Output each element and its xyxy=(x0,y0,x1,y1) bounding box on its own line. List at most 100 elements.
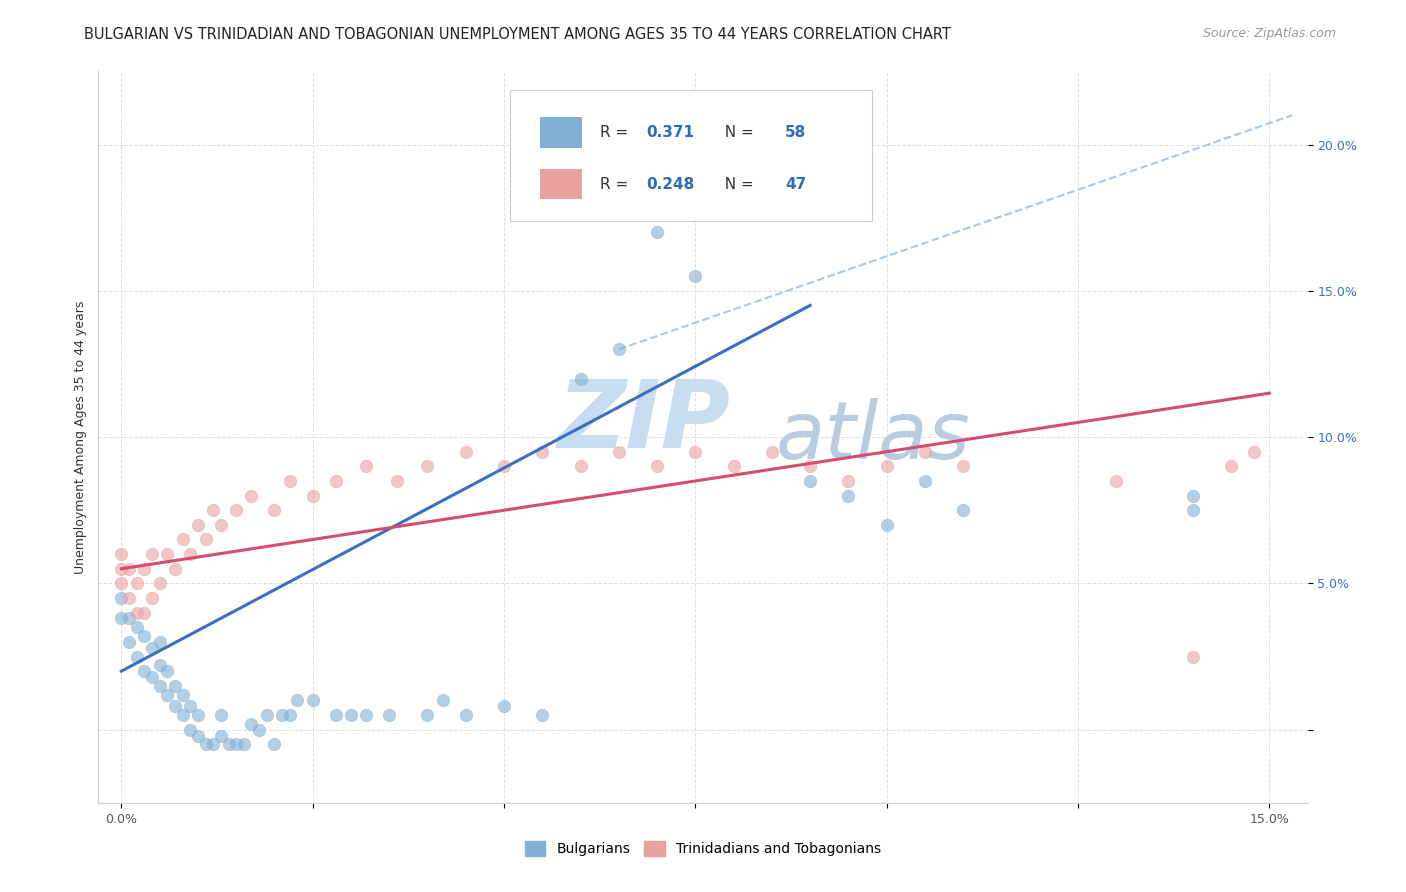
Point xyxy=(179,699,201,714)
Point xyxy=(492,699,515,714)
Point xyxy=(531,444,554,458)
Point xyxy=(325,708,347,723)
Point xyxy=(125,649,148,664)
Point xyxy=(240,489,263,503)
Point xyxy=(1181,649,1204,664)
Legend: Bulgarians, Trinidadians and Tobagonians: Bulgarians, Trinidadians and Tobagonians xyxy=(519,836,887,862)
Point xyxy=(163,699,186,714)
Point xyxy=(110,611,132,625)
Point xyxy=(356,459,378,474)
Point xyxy=(378,708,401,723)
Point xyxy=(914,474,936,488)
Point xyxy=(149,658,172,673)
Point xyxy=(125,620,148,634)
Point xyxy=(125,606,148,620)
Point xyxy=(118,591,141,605)
Point xyxy=(761,444,783,458)
Point xyxy=(209,517,232,532)
Point xyxy=(247,723,270,737)
Point xyxy=(287,693,309,707)
Point xyxy=(837,474,859,488)
Text: 47: 47 xyxy=(785,177,807,192)
Point xyxy=(454,708,477,723)
Point xyxy=(416,459,439,474)
Point xyxy=(134,664,156,678)
Point xyxy=(685,269,707,284)
Point xyxy=(149,576,172,591)
Point xyxy=(385,474,408,488)
Point xyxy=(278,708,301,723)
Point xyxy=(454,444,477,458)
Point xyxy=(225,737,247,751)
Point xyxy=(202,503,225,517)
Point xyxy=(263,503,285,517)
Point xyxy=(156,547,179,561)
Point xyxy=(569,459,592,474)
Point xyxy=(271,708,294,723)
Point xyxy=(187,708,209,723)
Point xyxy=(432,693,454,707)
Text: atlas: atlas xyxy=(776,398,970,476)
Point xyxy=(141,591,163,605)
Text: R =: R = xyxy=(600,177,633,192)
Point xyxy=(645,225,668,239)
Point xyxy=(118,611,141,625)
Point xyxy=(837,489,859,503)
Point xyxy=(232,737,254,751)
Point xyxy=(569,371,592,385)
Point xyxy=(723,459,745,474)
Point xyxy=(179,547,201,561)
Point xyxy=(492,459,515,474)
Point xyxy=(645,459,668,474)
Text: 58: 58 xyxy=(785,125,807,140)
Point xyxy=(172,688,194,702)
Point xyxy=(416,708,439,723)
Point xyxy=(325,474,347,488)
Point xyxy=(125,576,148,591)
Point xyxy=(340,708,363,723)
Point xyxy=(209,729,232,743)
Point xyxy=(141,670,163,684)
Point xyxy=(240,716,263,731)
Point xyxy=(141,640,163,655)
Point xyxy=(1243,444,1265,458)
Text: N =: N = xyxy=(716,177,759,192)
Point xyxy=(952,503,974,517)
Text: R =: R = xyxy=(600,125,633,140)
Point xyxy=(194,533,217,547)
Point xyxy=(1181,503,1204,517)
Point xyxy=(194,737,217,751)
Text: Source: ZipAtlas.com: Source: ZipAtlas.com xyxy=(1202,27,1336,40)
Point xyxy=(952,459,974,474)
Point xyxy=(118,562,141,576)
Text: ZIP: ZIP xyxy=(558,376,731,468)
Bar xyxy=(540,169,582,200)
Point xyxy=(1181,489,1204,503)
FancyBboxPatch shape xyxy=(509,90,872,221)
Point xyxy=(301,489,323,503)
Point xyxy=(179,723,201,737)
Point xyxy=(110,562,132,576)
Point xyxy=(134,629,156,643)
Point xyxy=(134,562,156,576)
Point xyxy=(163,679,186,693)
Point xyxy=(149,635,172,649)
Point xyxy=(141,547,163,561)
Point xyxy=(156,664,179,678)
Point xyxy=(149,679,172,693)
Point xyxy=(876,517,898,532)
Point xyxy=(110,576,132,591)
Point xyxy=(134,606,156,620)
Point xyxy=(172,708,194,723)
Point xyxy=(1105,474,1128,488)
Point xyxy=(607,343,630,357)
Point xyxy=(218,737,240,751)
Y-axis label: Unemployment Among Ages 35 to 44 years: Unemployment Among Ages 35 to 44 years xyxy=(75,301,87,574)
Point xyxy=(278,474,301,488)
Point xyxy=(876,459,898,474)
Point xyxy=(799,474,821,488)
Point xyxy=(685,444,707,458)
Point xyxy=(263,737,285,751)
Point xyxy=(256,708,278,723)
Text: N =: N = xyxy=(716,125,759,140)
